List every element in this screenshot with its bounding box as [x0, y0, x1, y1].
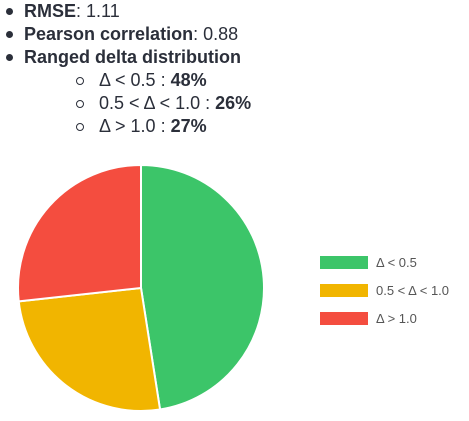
- legend-label: 0.5 < Δ < 1.0: [376, 283, 449, 298]
- range-item: Δ > 1.0 : 27%: [74, 115, 469, 138]
- pie-slice: [140, 163, 265, 411]
- pie-slice: [17, 163, 142, 303]
- range-label: Δ > 1.0 :: [99, 116, 171, 136]
- pearson-item: Pearson correlation: 0.88: [0, 23, 469, 46]
- rmse-item: RMSE: 1.11: [0, 0, 469, 23]
- pie-chart: Δ < 0.5 0.5 < Δ < 1.0 Δ > 1.0: [17, 163, 449, 412]
- stats-list: RMSE: 1.11 Pearson correlation: 0.88 Ran…: [0, 0, 469, 138]
- range-item: 0.5 < Δ < 1.0 : 26%: [74, 92, 469, 115]
- range-value: 26%: [215, 93, 252, 113]
- legend-swatch: [320, 284, 368, 297]
- pearson-value: 0.88: [203, 24, 239, 44]
- distribution-item: Ranged delta distribution Δ < 0.5 : 48% …: [0, 46, 469, 138]
- distribution-label: Ranged delta distribution: [24, 47, 242, 67]
- legend-label: Δ < 0.5: [376, 255, 417, 270]
- chart-legend: Δ < 0.5 0.5 < Δ < 1.0 Δ > 1.0: [320, 255, 449, 326]
- range-value: 27%: [170, 116, 207, 136]
- legend-label: Δ > 1.0: [376, 311, 417, 326]
- pie-slice: [17, 286, 162, 412]
- rmse-value: 1.11: [86, 1, 120, 21]
- stats-block: RMSE: 1.11 Pearson correlation: 0.88 Ran…: [0, 0, 469, 138]
- range-item: Δ < 0.5 : 48%: [74, 69, 469, 92]
- pearson-label: Pearson correlation: [24, 24, 194, 44]
- distribution-sublist: Δ < 0.5 : 48% 0.5 < Δ < 1.0 : 26% Δ > 1.…: [24, 69, 469, 138]
- range-value: 48%: [170, 70, 207, 90]
- range-label: Δ < 0.5 :: [99, 70, 171, 90]
- rmse-label: RMSE: [24, 1, 77, 21]
- legend-swatch: [320, 312, 368, 325]
- legend-swatch: [320, 256, 368, 269]
- pie-slices: [17, 163, 265, 412]
- range-label: 0.5 < Δ < 1.0 :: [99, 93, 216, 113]
